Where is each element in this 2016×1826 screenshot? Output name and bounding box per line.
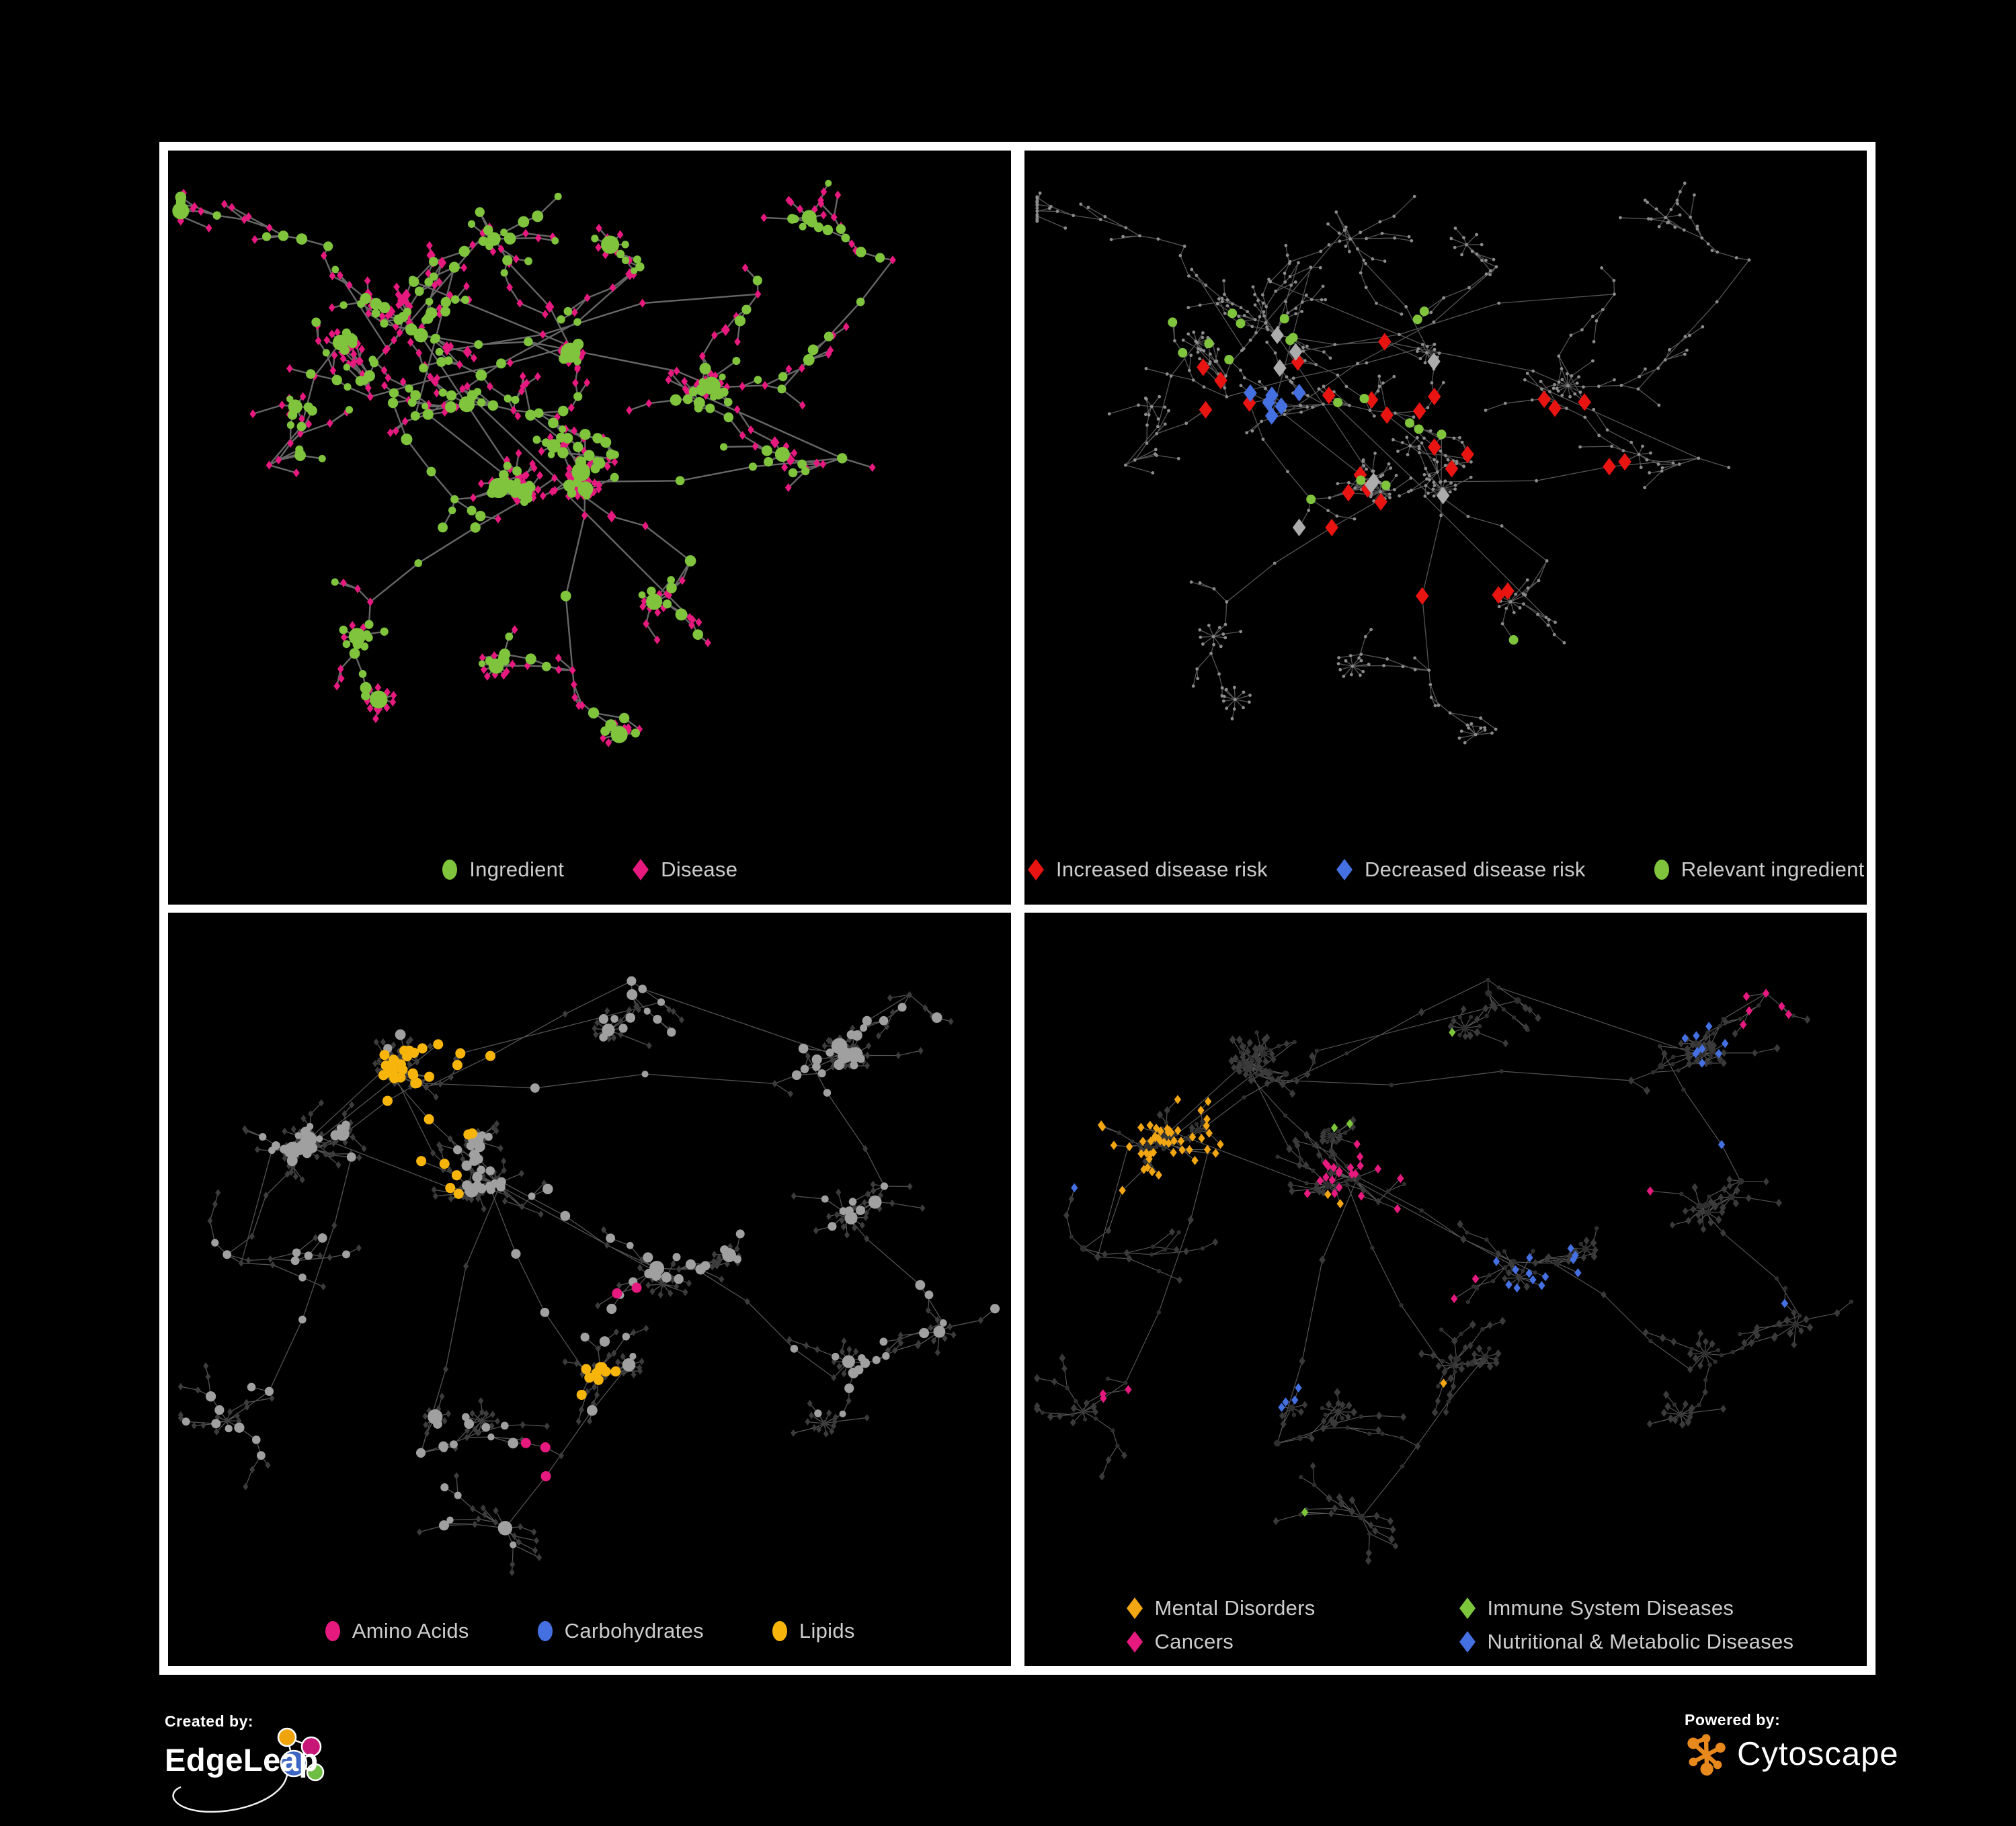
legend-ellipse-icon [325, 1621, 340, 1641]
panel-ingredient-disease-network: Ingredient Disease [164, 147, 1015, 909]
legend-diamond-icon [1336, 858, 1353, 880]
edgeleap-wordmark: EdgeLeap [165, 1742, 319, 1778]
legend-ellipse-icon [1654, 859, 1669, 880]
network-view-nutrient-class-network [168, 913, 1011, 1597]
legend-label: Immune System Diseases [1487, 1596, 1734, 1620]
powered-by-label: Powered by: [1685, 1711, 1781, 1729]
legend-diamond-icon [633, 858, 649, 880]
legend-diamond-icon [1027, 858, 1044, 880]
network-panels-grid: Ingredient Disease Increased disease risk D… [159, 142, 1876, 1675]
legend-label: Amino Acids [352, 1619, 469, 1643]
legend-disease-class-network: Mental Disorders Immune System Diseases Ca… [1024, 1584, 1867, 1666]
cytoscape-branding: Powered by: Cytoscape [1685, 1711, 1899, 1776]
cytoscape-icon [1687, 1734, 1726, 1776]
edgeleap-branding: Created by: EdgeLeap [165, 1712, 393, 1813]
legend-item: Ingredient [441, 858, 564, 882]
network-graph [1035, 181, 1750, 745]
legend-item: Increased disease risk [1026, 858, 1268, 882]
legend-item: Nutritional & Metabolic Diseases [1458, 1630, 1794, 1654]
legend-item: Immune System Diseases [1458, 1596, 1794, 1620]
legend-item: Cancers [1125, 1630, 1391, 1654]
legend-diamond-icon [1459, 1597, 1476, 1619]
legend-diamond-icon [1459, 1631, 1476, 1653]
panel-disease-risk-network: Increased disease risk Decreased disease … [1020, 147, 1871, 909]
legend-label: Decreased disease risk [1364, 857, 1586, 881]
legend-ellipse-icon [537, 1621, 553, 1641]
created-by-label: Created by: [165, 1712, 254, 1730]
legend-item: Relevant ingredient [1653, 858, 1865, 882]
legend-label: Nutritional & Metabolic Diseases [1487, 1630, 1794, 1653]
legend-item: Carbohydrates [536, 1619, 704, 1643]
legend-diamond-icon [1126, 1597, 1143, 1619]
legend-ellipse-icon [442, 859, 458, 880]
panel-nutrient-class-network: Amino Acids Carbohydrates Lipids [164, 908, 1015, 1670]
legend-label: Mental Disorders [1154, 1596, 1316, 1620]
legend-item: Amino Acids [324, 1619, 469, 1643]
edgeleap-logo-icon [172, 1727, 325, 1813]
network-view-disease-risk-network [1024, 151, 1867, 835]
legend-label: Increased disease risk [1055, 857, 1268, 881]
legend-disease-risk-network: Increased disease risk Decreased disease … [1024, 835, 1867, 905]
legend-item: Decreased disease risk [1335, 858, 1586, 882]
legend-item: Disease [631, 858, 737, 882]
legend-nutrient-class-network: Amino Acids Carbohydrates Lipids [168, 1596, 1011, 1666]
legend-ellipse-icon [772, 1621, 787, 1641]
network-graph [172, 179, 896, 747]
legend-label: Lipids [799, 1619, 855, 1643]
panel-disease-class-network: Mental Disorders Immune System Diseases Ca… [1020, 908, 1871, 1670]
legend-diamond-icon [1126, 1631, 1143, 1653]
legend-item: Mental Disorders [1125, 1596, 1391, 1620]
legend-label: Relevant ingredient [1681, 857, 1865, 881]
network-view-disease-class-network [1024, 913, 1867, 1585]
legend-label: Cancers [1154, 1630, 1234, 1653]
network-graph [1033, 977, 1853, 1565]
legend-label: Ingredient [469, 857, 565, 881]
legend-label: Disease [661, 857, 738, 881]
legend-ingredient-disease-network: Ingredient Disease [168, 835, 1011, 905]
legend-item: Lipids [771, 1619, 855, 1643]
cytoscape-wordmark: Cytoscape [1737, 1736, 1899, 1772]
network-graph [177, 976, 1000, 1576]
network-view-ingredient-disease-network [168, 151, 1011, 835]
legend-label: Carbohydrates [564, 1619, 704, 1643]
